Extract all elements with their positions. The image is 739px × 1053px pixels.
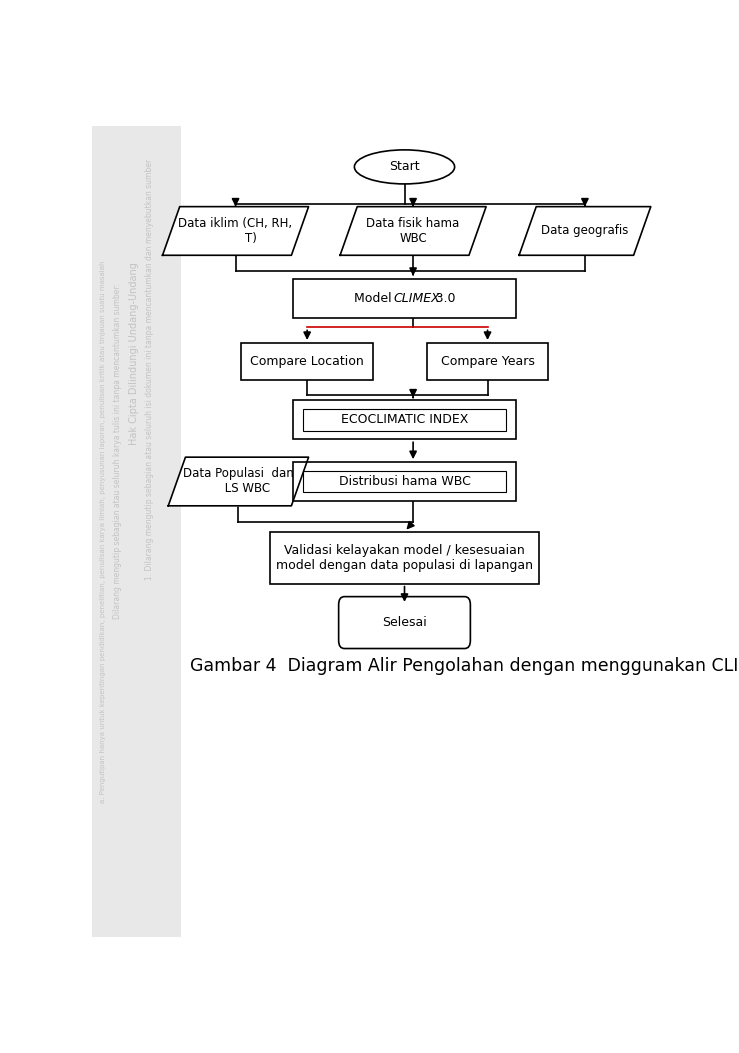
Text: Start: Start — [389, 160, 420, 174]
Polygon shape — [519, 206, 651, 255]
Text: Dilarang mengutip sebagian atau seluruh karya tulis ini tanpa mencantumkan sumbe: Dilarang mengutip sebagian atau seluruh … — [113, 282, 122, 619]
Text: 1. Dilarang mengutip sebagian atau seluruh isi dokumen ini tanpa mencantumkan da: 1. Dilarang mengutip sebagian atau selur… — [145, 159, 154, 580]
Bar — [303, 410, 506, 431]
Text: Hak Cipta Dilindungi Undang-Undang: Hak Cipta Dilindungi Undang-Undang — [129, 262, 139, 444]
Text: Model           3.0: Model 3.0 — [354, 292, 455, 304]
Text: Validasi kelayakan model / kesesuaian
model dengan data populasi di lapangan: Validasi kelayakan model / kesesuaian mo… — [276, 543, 533, 572]
Polygon shape — [163, 206, 309, 255]
Text: CLIMEX: CLIMEX — [394, 292, 440, 304]
Bar — [293, 462, 517, 501]
Bar — [293, 279, 517, 318]
Text: Gambar 4  Diagram Alir Pengolahan dengan menggunakan CLIMEX 3.0: Gambar 4 Diagram Alir Pengolahan dengan … — [190, 657, 739, 675]
Bar — [92, 126, 181, 937]
Bar — [293, 400, 517, 439]
Text: Compare Location: Compare Location — [251, 355, 364, 367]
Text: Selesai: Selesai — [382, 616, 427, 629]
Ellipse shape — [355, 150, 454, 184]
Bar — [427, 343, 548, 380]
Text: Data Populasi  dan
     LS WBC: Data Populasi dan LS WBC — [183, 468, 294, 496]
Text: Distribusi hama WBC: Distribusi hama WBC — [338, 475, 471, 488]
Bar — [270, 532, 539, 583]
Text: Data fisik hama
WBC: Data fisik hama WBC — [367, 217, 460, 245]
Bar — [241, 343, 373, 380]
Bar — [303, 471, 506, 492]
FancyBboxPatch shape — [338, 597, 471, 649]
Text: Data iklim (CH, RH,
        T): Data iklim (CH, RH, T) — [179, 217, 293, 245]
Polygon shape — [340, 206, 486, 255]
Text: a. Pengutipan hanya untuk kepentingan pendidikan, penelitian, penulisan karya il: a. Pengutipan hanya untuk kepentingan pe… — [100, 260, 106, 803]
Text: ECOCLIMATIC INDEX: ECOCLIMATIC INDEX — [341, 414, 469, 426]
Text: Data geografis: Data geografis — [541, 224, 629, 238]
Text: Compare Years: Compare Years — [440, 355, 534, 367]
Polygon shape — [168, 457, 309, 505]
